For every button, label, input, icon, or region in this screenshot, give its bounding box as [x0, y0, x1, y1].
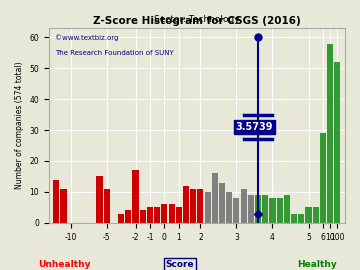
Bar [334, 62, 341, 223]
Bar [147, 207, 153, 223]
Text: Sector: Technology: Sector: Technology [154, 15, 240, 24]
Bar [327, 43, 333, 223]
Bar [176, 207, 182, 223]
Bar [262, 195, 268, 223]
Bar [312, 207, 319, 223]
Bar [161, 204, 167, 223]
Bar [168, 204, 175, 223]
Text: ©www.textbiz.org: ©www.textbiz.org [55, 34, 118, 41]
Bar [269, 198, 275, 223]
Bar [190, 189, 196, 223]
Bar [183, 186, 189, 223]
Bar [305, 207, 311, 223]
Bar [298, 214, 304, 223]
Bar [118, 214, 124, 223]
Text: Score: Score [166, 260, 194, 269]
Bar [248, 195, 254, 223]
Bar [240, 189, 247, 223]
Bar [204, 192, 211, 223]
Bar [212, 173, 218, 223]
Bar [104, 189, 110, 223]
Text: Unhealthy: Unhealthy [39, 260, 91, 269]
Bar [219, 183, 225, 223]
Text: The Research Foundation of SUNY: The Research Foundation of SUNY [55, 50, 174, 56]
Bar [226, 192, 232, 223]
Text: Healthy: Healthy [297, 260, 337, 269]
Bar [53, 180, 59, 223]
Bar [320, 133, 326, 223]
Bar [60, 189, 67, 223]
Bar [140, 210, 146, 223]
Bar [233, 198, 239, 223]
Bar [255, 195, 261, 223]
Bar [96, 176, 103, 223]
Bar [291, 214, 297, 223]
Title: Z-Score Histogram for CSGS (2016): Z-Score Histogram for CSGS (2016) [93, 16, 301, 26]
Y-axis label: Number of companies (574 total): Number of companies (574 total) [15, 62, 24, 189]
Text: 3.5739: 3.5739 [236, 122, 273, 132]
Bar [197, 189, 203, 223]
Bar [276, 198, 283, 223]
Bar [154, 207, 160, 223]
Bar [132, 170, 139, 223]
Bar [125, 210, 131, 223]
Bar [284, 195, 290, 223]
